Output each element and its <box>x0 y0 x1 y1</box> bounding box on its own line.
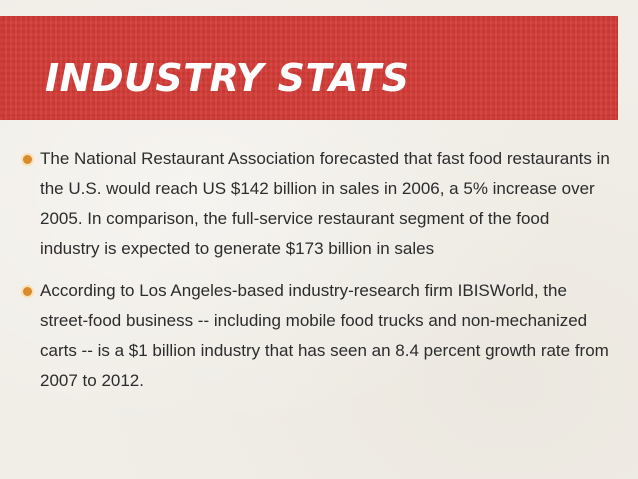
slide-title: INDUSTRY STATS <box>45 56 410 100</box>
bullet-dot-icon <box>23 155 32 164</box>
bullet-text: According to Los Angeles-based industry-… <box>40 281 609 390</box>
bullet-list: The National Restaurant Association fore… <box>20 144 612 408</box>
bullet-text: The National Restaurant Association fore… <box>40 149 610 258</box>
bullet-dot-icon <box>23 287 32 296</box>
title-banner: INDUSTRY STATS <box>0 16 618 120</box>
bullet-item: The National Restaurant Association fore… <box>20 144 612 264</box>
bullet-item: According to Los Angeles-based industry-… <box>20 276 612 396</box>
